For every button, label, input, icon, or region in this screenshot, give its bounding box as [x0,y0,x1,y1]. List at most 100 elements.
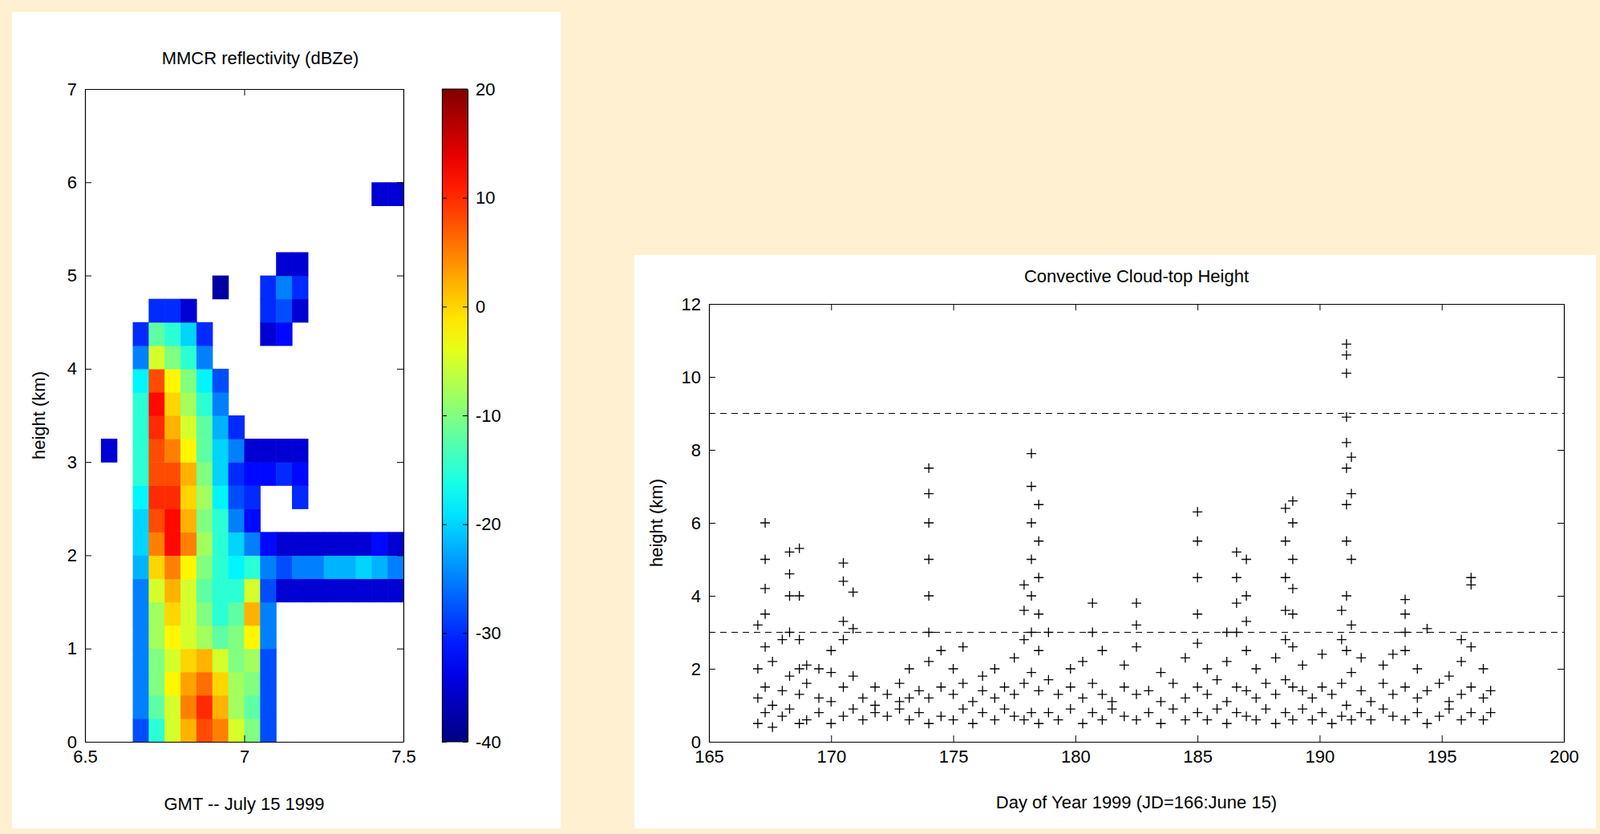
tick-mark [1319,735,1321,742]
point [1077,718,1088,729]
cells [101,182,404,742]
point [1378,704,1389,714]
point [1356,708,1366,718]
cell [275,531,292,556]
point [1222,718,1232,729]
cell [133,438,150,463]
tick: 5 [67,265,92,286]
cell [164,438,181,463]
tick-mark [708,303,716,305]
axis-line [403,89,405,743]
point [1097,645,1107,656]
tick-mark [396,275,404,277]
tick [1319,303,1321,311]
point [1065,704,1076,714]
cell [180,625,197,650]
cell [212,648,229,673]
point [1231,682,1242,693]
cell [212,485,229,510]
point [814,664,824,674]
tick: 0 [691,732,716,753]
point [1271,689,1281,700]
cell [387,554,404,580]
cell [180,508,197,533]
tick-mark [441,632,447,634]
cell [228,485,245,510]
cell [133,579,150,604]
cell [180,345,197,370]
point [848,671,859,681]
title: MMCR reflectivity (dBZe) [162,48,360,69]
point [1077,692,1088,703]
point [1251,664,1261,674]
cell [291,579,308,604]
axis-line [85,89,86,743]
point [923,554,934,565]
tick-mark [462,198,468,199]
axis: -40-30-20-1001020 [462,79,502,753]
point [1222,696,1232,707]
tick: 0 [462,296,486,317]
tick-label: 175 [939,746,969,767]
tick-mark [1557,522,1564,524]
cell [180,718,197,742]
tick: 190 [1305,735,1336,767]
cell [180,368,197,393]
point [1260,704,1271,714]
cell [324,531,341,556]
tick-mark [1319,303,1321,311]
tick-mark [708,522,716,524]
cell [148,345,165,370]
tick: 6 [67,172,92,193]
cell [133,461,150,487]
cell [275,322,292,347]
tick-mark [830,735,832,742]
cell [164,485,181,510]
tick-label: -30 [475,623,502,644]
point [1466,708,1476,718]
tick-mark [85,89,92,90]
point [1000,682,1010,693]
point [935,682,946,693]
tick [441,632,447,634]
point [1043,675,1054,685]
cell [148,602,165,627]
point [968,696,978,707]
point [1388,689,1398,700]
cell [164,531,181,556]
point [1341,368,1352,378]
point [777,685,787,696]
point [1341,463,1352,474]
point [1107,696,1118,707]
point [1202,689,1212,700]
point [1478,715,1488,726]
point [1297,704,1308,714]
tick-label: 12 [681,294,701,315]
tick [1557,522,1564,524]
point [777,635,787,645]
cell [340,531,357,556]
cell [180,672,197,697]
cell [148,438,165,463]
point [882,711,892,722]
cell [275,554,292,580]
point [1000,704,1010,714]
point [760,682,770,693]
point [1009,689,1020,700]
cell [196,602,213,627]
point [1192,682,1203,693]
point [1155,696,1166,707]
point [1400,609,1410,620]
tick: 3 [67,452,92,473]
point [958,642,969,653]
point [1026,668,1037,678]
cell [133,554,150,580]
cell [148,554,165,580]
point [882,689,892,700]
cell [291,275,308,300]
cell [228,554,245,580]
point [1316,682,1327,693]
point [1065,682,1076,693]
point [1486,685,1496,696]
tick-label: 10 [475,187,495,208]
